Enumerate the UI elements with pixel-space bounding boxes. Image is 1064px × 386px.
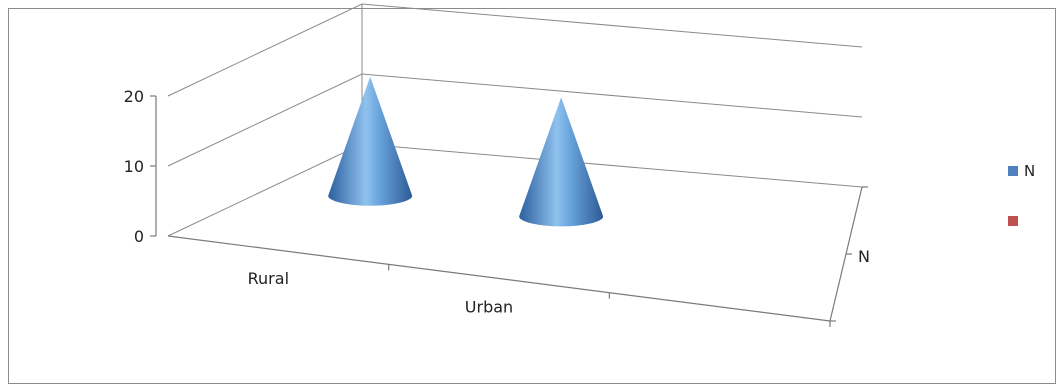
category-label: Rural bbox=[248, 269, 289, 288]
legend-swatch bbox=[1008, 216, 1018, 226]
cone-body bbox=[519, 97, 604, 227]
depth-axis: N bbox=[830, 186, 870, 322]
gridlines bbox=[167, 3, 863, 237]
cone-mark bbox=[519, 97, 604, 227]
y-tick-label: 0 bbox=[134, 227, 144, 246]
gridline bbox=[167, 143, 863, 237]
gridline bbox=[167, 73, 863, 167]
legend: N bbox=[1008, 162, 1035, 226]
y-axis-ticks: 0 10 20 bbox=[124, 87, 156, 246]
x-axis-line bbox=[167, 235, 831, 322]
depth-axis-label: N bbox=[858, 247, 870, 266]
y-tick-label: 10 bbox=[124, 157, 144, 176]
gridline bbox=[167, 3, 863, 97]
cone-body bbox=[328, 76, 413, 206]
legend-swatch bbox=[1008, 166, 1018, 176]
y-tick-label: 20 bbox=[124, 87, 144, 106]
cone-mark bbox=[328, 76, 413, 206]
category-label: Urban bbox=[465, 298, 513, 317]
cone-marks bbox=[328, 76, 604, 227]
legend-label: N bbox=[1024, 162, 1035, 180]
category-labels: Rural Urban bbox=[248, 264, 831, 327]
